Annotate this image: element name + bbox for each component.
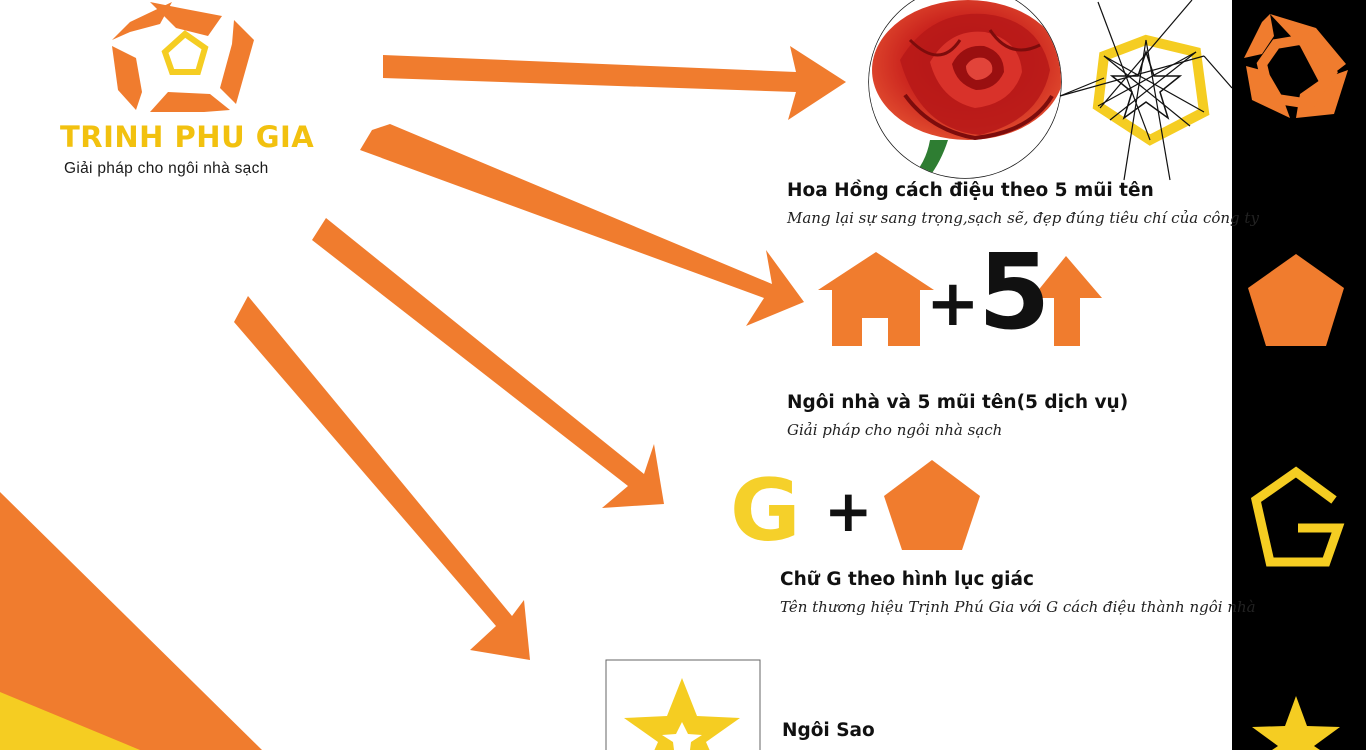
caption-title-g: Chữ G theo hình lục giác — [780, 569, 1034, 590]
g-pentagon-outline-icon — [1250, 466, 1345, 567]
decorative-ray-yellow — [0, 692, 140, 750]
brand-name: TRINH PHU GIA — [60, 120, 315, 154]
star-polygon-icon — [1059, 0, 1233, 181]
strip-star-icon — [1252, 696, 1340, 750]
rose-photo — [868, 0, 1062, 179]
caption-title-rose: Hoa Hồng cách điệu theo 5 mũi tên — [787, 180, 1154, 201]
decorative-ray-orange — [0, 492, 262, 750]
arrow-to-star — [234, 296, 530, 660]
equation-number-five: 5 — [978, 231, 1051, 353]
arrow-to-rose — [383, 46, 846, 120]
equation-letter-g: G — [730, 461, 801, 561]
arrow-to-house — [360, 124, 804, 326]
caption-subtitle-house: Giải pháp cho ngôi nhà sạch — [787, 421, 1003, 439]
caption-subtitle-g: Tên thương hiệu Trịnh Phú Gia với G cách… — [780, 598, 1256, 616]
equation-plus-house: + — [926, 267, 980, 341]
up-arrow-icon — [1032, 256, 1102, 346]
arrow-to-g — [312, 218, 664, 508]
logo-pentagon-g-icon — [112, 2, 254, 112]
star-icon — [624, 678, 740, 750]
strip-pentagon-outline-icon — [1244, 14, 1348, 118]
brand-tagline: Giải pháp cho ngôi nhà sạch — [64, 160, 269, 177]
caption-title-house: Ngôi nhà và 5 mũi tên(5 dịch vụ) — [787, 392, 1129, 413]
right-black-strip — [1232, 0, 1366, 750]
arrows — [234, 46, 846, 660]
equation-plus-g: + — [824, 477, 873, 545]
caption-subtitle-rose: Mang lại sự sang trọng,sạch sẽ, đẹp đúng… — [787, 209, 1259, 227]
star-box — [605, 659, 761, 750]
house-icon — [818, 252, 934, 346]
caption-title-star: Ngôi Sao — [782, 720, 875, 741]
strip-pentagon-icon — [1248, 254, 1344, 346]
pentagon-icon — [884, 460, 980, 550]
